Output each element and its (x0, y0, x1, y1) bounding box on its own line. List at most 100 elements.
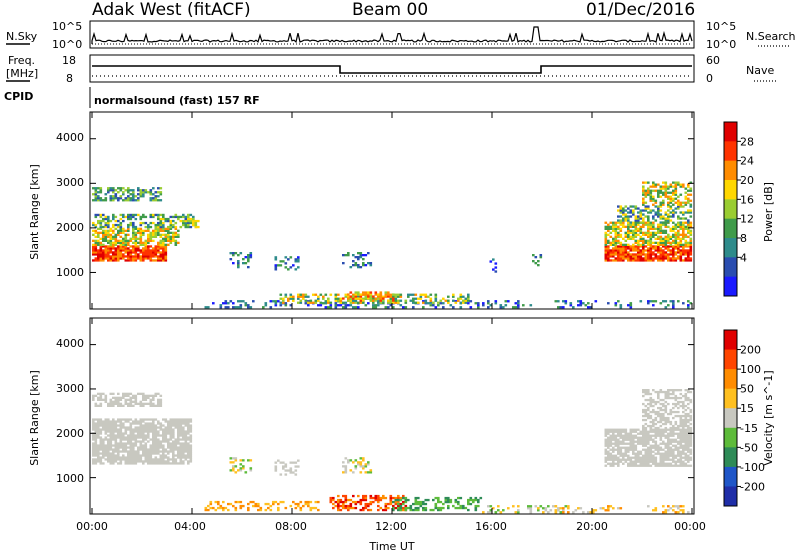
range-gate-cell (149, 446, 153, 449)
range-gate-cell (172, 450, 175, 453)
range-gate-cell (162, 458, 165, 461)
range-gate-cell (237, 254, 240, 257)
range-gate-cell (107, 430, 110, 433)
range-gate-cell (147, 247, 150, 250)
range-gate-cell (437, 301, 440, 304)
range-gate-cell (179, 225, 183, 229)
range-gate-cell (674, 189, 678, 192)
range-gate-cell (612, 442, 615, 445)
range-gate-cell (247, 266, 250, 269)
range-gate-cell (367, 461, 370, 464)
range-gate-cell (124, 189, 128, 192)
range-gate-cell (109, 442, 113, 445)
range-gate-cell (117, 420, 120, 423)
range-gate-cell (609, 448, 613, 451)
range-gate-cell (104, 428, 108, 431)
range-gate-cell (357, 301, 360, 304)
range-gate-cell (654, 456, 658, 459)
range-gate-cell (112, 422, 115, 425)
range-gate-cell (99, 231, 103, 234)
range-gate-cell (384, 293, 388, 296)
range-gate-cell (537, 260, 540, 263)
range-gate-cell (222, 508, 225, 512)
range-gate-cell (644, 412, 648, 416)
range-gate-cell (142, 402, 145, 405)
range-gate-cell (627, 436, 630, 439)
range-gate-cell (609, 259, 613, 262)
range-gate-cell (129, 454, 133, 457)
range-gate-cell (152, 450, 155, 453)
range-gate-cell (114, 430, 118, 433)
range-gate-cell (639, 458, 643, 461)
range-gate-cell (667, 247, 670, 250)
range-gate-cell (174, 213, 178, 217)
range-gate-cell (627, 247, 630, 250)
range-gate-cell (117, 239, 120, 242)
range-gate-cell (174, 462, 178, 465)
range-gate-cell (162, 229, 165, 232)
range-gate-cell (664, 213, 668, 216)
range-gate-cell (619, 253, 623, 256)
range-gate-cell (349, 506, 353, 510)
range-gate-cell (397, 299, 400, 302)
range-gate-cell (657, 428, 660, 431)
range-gate-cell (122, 253, 125, 256)
range-gate-cell (237, 266, 240, 269)
range-gate-cell (382, 496, 385, 500)
range-gate-cell (154, 197, 158, 200)
range-gate-cell (657, 255, 660, 258)
range-gate-cell (214, 500, 218, 504)
range-gate-cell (682, 249, 685, 252)
freq-unit: [MHz] (6, 67, 38, 80)
range-gate-cell (154, 392, 158, 395)
range-gate-cell (349, 502, 353, 506)
range-gate-cell (162, 444, 165, 447)
range-gate-cell (689, 430, 693, 433)
range-gate-cell (242, 262, 245, 265)
range-gate-cell (684, 440, 688, 443)
range-gate-cell (144, 255, 148, 258)
range-gate-cell (312, 293, 315, 296)
range-gate-cell (114, 227, 118, 230)
range-gate-cell (389, 496, 393, 500)
range-gate-cell (669, 389, 673, 392)
range-gate-cell (127, 247, 130, 250)
range-gate-cell (637, 239, 640, 242)
range-gate-cell (684, 233, 688, 236)
range-gate-cell (149, 398, 153, 401)
range-gate-cell (262, 306, 265, 309)
range-gate-cell (134, 255, 138, 258)
range-gate-cell (299, 500, 303, 504)
range-gate-cell (359, 293, 363, 296)
range-gate-cell (667, 418, 670, 422)
range-gate-cell (92, 426, 95, 429)
range-gate-cell (659, 462, 663, 465)
range-gate-cell (397, 500, 400, 504)
range-gate-cell (649, 300, 653, 303)
range-gate-cell (117, 402, 120, 405)
range-gate-cell (144, 426, 148, 429)
range-gate-cell (347, 295, 350, 298)
range-gate-cell (644, 191, 648, 194)
range-gate-cell (92, 450, 95, 453)
range-gate-cell (159, 446, 163, 449)
range-gate-cell (119, 255, 123, 258)
range-gate-cell (439, 506, 443, 510)
range-gate-cell (177, 432, 180, 435)
range-gate-cell (294, 268, 298, 271)
range-gate-cell (622, 440, 625, 443)
range-gate-cell (459, 297, 463, 300)
range-gate-cell (677, 434, 680, 437)
range-gate-cell (449, 498, 453, 502)
range-gate-cell (342, 461, 345, 464)
range-gate-cell (599, 507, 603, 510)
range-gate-cell (97, 460, 100, 463)
range-gate-cell (604, 243, 608, 246)
range-gate-cell (649, 454, 653, 457)
range-gate-cell (94, 193, 98, 196)
range-gate-cell (129, 239, 133, 242)
range-gate-cell (674, 410, 678, 414)
range-gate-cell (672, 203, 675, 206)
range-gate-cell (487, 302, 490, 305)
